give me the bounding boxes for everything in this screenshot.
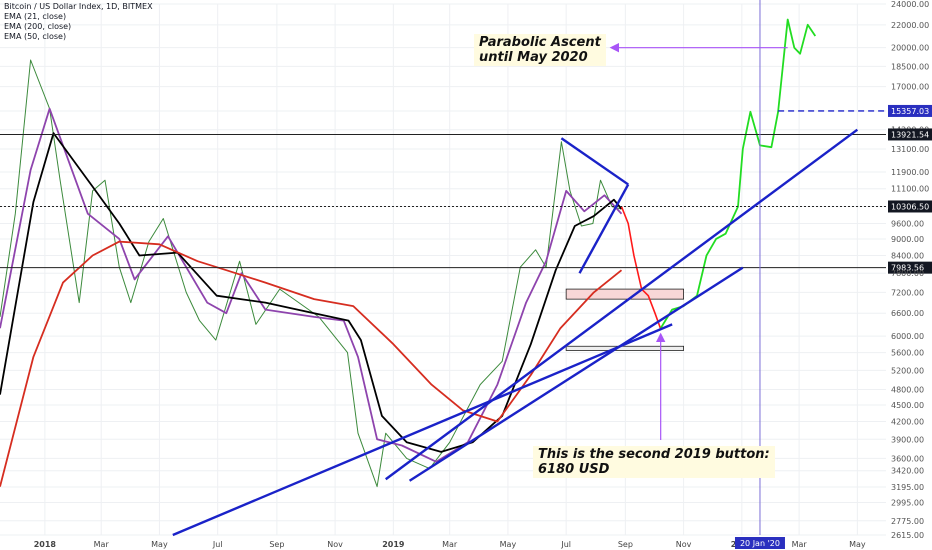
- y-tick-28: 3195.00: [891, 483, 924, 492]
- parabolic-note-line1: Parabolic Ascent: [479, 35, 601, 50]
- trend-line-4: [578, 183, 630, 274]
- ema21-line: [0, 107, 623, 463]
- x-tick-5: Nov: [327, 540, 343, 549]
- y-tick-21: 5200.00: [891, 366, 924, 375]
- y-tick-9: 11900.00: [891, 168, 929, 177]
- drawing-overlays: [0, 0, 886, 537]
- legend-ema200[interactable]: EMA (200, close): [4, 22, 72, 31]
- y-tick-19: 6000.00: [891, 332, 924, 341]
- zone-0: [565, 288, 684, 300]
- ema200-line: [0, 240, 623, 487]
- x-tick-3: Jul: [212, 540, 223, 549]
- second-bottom-note[interactable]: This is the second 2019 button: 6180 USD: [533, 446, 775, 478]
- y-tick-1: 22000.00: [891, 21, 929, 30]
- x-tick-8: May: [500, 540, 517, 549]
- x-marker-label-bg: [734, 537, 785, 549]
- x-tick-0: 2018: [34, 540, 57, 549]
- legend-title: Bitcoin / US Dollar Index, 1D, BITMEX: [4, 2, 153, 11]
- legend-ema21[interactable]: EMA (21, close): [4, 12, 67, 21]
- x-marker-label: 20 Jan '20: [740, 539, 780, 548]
- y-tick-2: 20000.00: [891, 44, 929, 53]
- trend-line-1: [408, 266, 744, 482]
- y-tick-13: 9000.00: [891, 235, 924, 244]
- ema50-line: [0, 132, 623, 453]
- y-label-bg-5: [888, 104, 932, 117]
- y-tick-29: 2995.00: [891, 498, 924, 507]
- y-label-bg-15: [888, 261, 932, 274]
- x-tick-2: May: [151, 540, 168, 549]
- x-tick-7: Mar: [442, 540, 458, 549]
- y-tick-17: 7200.00: [891, 288, 924, 297]
- trend-line-3: [560, 137, 629, 186]
- x-tick-4: Sep: [269, 540, 284, 549]
- price-zones: [565, 288, 684, 351]
- y-tick-10: 11100.00: [891, 185, 929, 194]
- y-axis: 24000.00 22000.00 20000.00 18500.00 17000.00…: [888, 0, 932, 540]
- y-tick-25: 3900.00: [891, 435, 924, 444]
- y-tick-14: 8400.00: [891, 251, 924, 260]
- x-tick-6: 2019: [382, 540, 405, 549]
- y-tick-23: 4500.00: [891, 401, 924, 410]
- y-tick-11: 10306.50: [891, 202, 929, 211]
- x-tick-13: Mar: [792, 540, 808, 549]
- y-tick-24: 4200.00: [891, 418, 924, 427]
- y-tick-30: 2775.00: [891, 517, 924, 526]
- legend-ema50[interactable]: EMA (50, close): [4, 32, 67, 41]
- x-tick-11: Nov: [676, 540, 692, 549]
- y-tick-31: 2615.00: [891, 531, 924, 540]
- y-tick-27: 3420.00: [891, 467, 924, 476]
- y-tick-20: 5600.00: [891, 349, 924, 358]
- series-lines: [0, 18, 817, 488]
- parabolic-ascent-note[interactable]: Parabolic Ascent until May 2020: [474, 34, 606, 66]
- zone-1: [565, 345, 684, 351]
- x-tick-10: Sep: [618, 540, 633, 549]
- y-tick-18: 6600.00: [891, 309, 924, 318]
- y-tick-26: 3600.00: [891, 454, 924, 463]
- x-tick-9: Jul: [560, 540, 571, 549]
- y-tick-22: 4800.00: [891, 386, 924, 395]
- x-axis: 2018 Mar May Jul Sep Nov 2019 Mar May Jul Sep Nov 20…: [34, 537, 866, 549]
- y-tick-0: 24000.00: [891, 0, 929, 9]
- y-tick-12: 9600.00: [891, 219, 924, 228]
- parabolic-note-line2: until May 2020: [479, 50, 588, 65]
- trend-line-0: [385, 128, 859, 481]
- y-label-bg-7: [888, 128, 932, 141]
- y-tick-3: 18500.00: [891, 62, 929, 71]
- y-tick-5: 15357.03: [891, 107, 929, 116]
- bottom-note-line1: This is the second 2019 button:: [538, 447, 770, 462]
- trend-line-2: [172, 323, 673, 537]
- y-tick-15: 7983.56: [891, 264, 924, 273]
- chart-legend: Bitcoin / US Dollar Index, 1D, BITMEX EM…: [4, 2, 153, 42]
- x-tick-14: May: [849, 540, 866, 549]
- y-label-bg-11: [888, 200, 932, 213]
- y-tick-4: 17000.00: [891, 83, 929, 92]
- x-tick-1: Mar: [94, 540, 110, 549]
- y-tick-16: 7800.00: [891, 269, 924, 278]
- bottom-note-line2: 6180 USD: [538, 462, 610, 477]
- y-tick-8: 13100.00: [891, 145, 929, 154]
- y-tick-7: 13921.54: [891, 130, 929, 139]
